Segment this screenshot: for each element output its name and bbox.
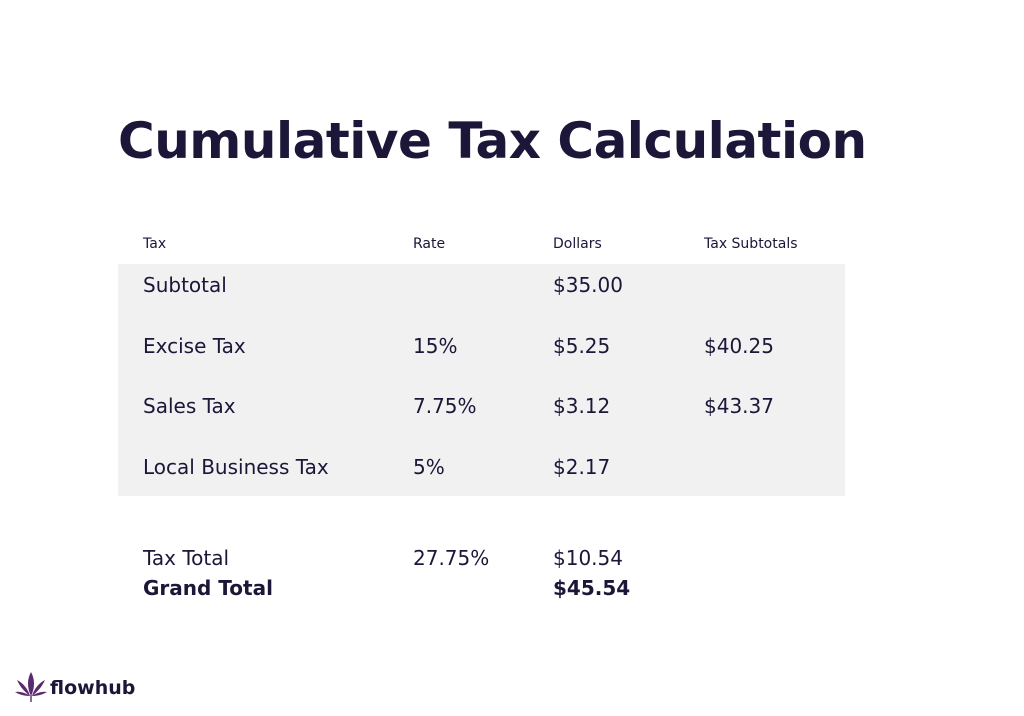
table-cell: Local Business Tax [143,455,329,479]
total-cell: Tax Total [143,546,230,570]
table-cell: $35.00 [553,273,623,297]
total-cell: $10.54 [553,546,623,570]
total-cell: 27.75% [413,546,490,570]
table-cell: $2.17 [553,455,611,479]
logo-text: flowhub [50,677,136,699]
total-cell: Grand Total [143,576,273,600]
page-title: Cumulative Tax Calculation [118,112,867,170]
table-cell: $40.25 [704,334,774,358]
table-cell: 7.75% [413,394,477,418]
column-header: Tax [143,236,167,252]
table-cell: Sales Tax [143,394,236,418]
table-band [118,264,845,496]
column-header: Tax Subtotals [704,236,798,252]
table-cell: 15% [413,334,458,358]
table-cell: $5.25 [553,334,611,358]
total-cell: $45.54 [553,576,631,600]
table-cell: $43.37 [704,394,774,418]
column-header: Dollars [553,236,602,252]
table-cell: $3.12 [553,394,611,418]
table-cell: Excise Tax [143,334,246,358]
column-header: Rate [413,236,446,252]
table-cell: 5% [413,455,445,479]
table-cell: Subtotal [143,273,227,297]
logo-icon [15,672,47,702]
